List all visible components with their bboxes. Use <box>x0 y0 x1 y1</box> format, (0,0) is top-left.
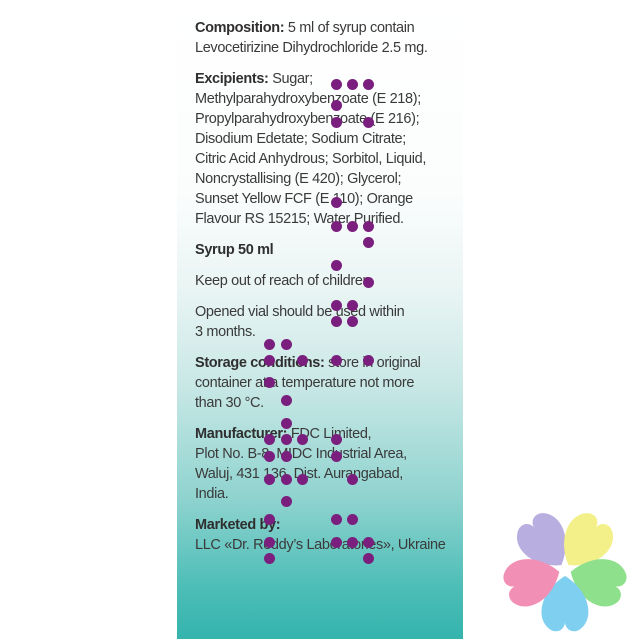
braille-dot-icon <box>263 552 275 564</box>
keep-out-text: Keep out of reach of children. <box>195 273 374 289</box>
syrup-volume: Syrup 50 ml <box>195 242 274 258</box>
braille-dot-icon <box>346 473 358 485</box>
braille-dot-icon <box>330 450 342 462</box>
braille-dot-icon <box>280 450 292 462</box>
braille-dot-icon <box>280 473 292 485</box>
manufacturer-line3: Waluj, 431 136, Dist. Aurangabad, <box>195 466 403 482</box>
braille-dot-icon <box>263 536 275 548</box>
braille-dot-icon <box>263 354 275 366</box>
manufacturer-line4: India. <box>195 486 229 502</box>
braille-dot-icon <box>362 236 374 248</box>
excipients-line: Disodium Edetate; Sodium Citrate; <box>195 131 406 147</box>
manufacturer-section: Manufacturer: FDC Limited, Plot No. B-8,… <box>195 424 457 504</box>
braille-dot-icon <box>346 513 358 525</box>
braille-dot-icon <box>296 473 308 485</box>
braille-dot-icon <box>346 536 358 548</box>
braille-dot-icon <box>296 354 308 366</box>
braille-dot-icon <box>263 338 275 350</box>
braille-dot-icon <box>263 376 275 388</box>
braille-dot-icon <box>280 495 292 507</box>
storage-text: store in original <box>328 355 421 371</box>
heart-clover-logo-icon <box>503 513 627 632</box>
braille-dot-icon <box>330 259 342 271</box>
braille-dot-icon <box>330 99 342 111</box>
braille-dot-icon <box>280 394 292 406</box>
braille-dot-icon <box>330 513 342 525</box>
braille-dot-icon <box>296 433 308 445</box>
braille-dot-icon <box>330 433 342 445</box>
logo-petal-icon <box>517 513 566 566</box>
braille-dot-icon <box>330 354 342 366</box>
syrup-section: Syrup 50 ml <box>195 240 457 260</box>
excipients-line: Flavour RS 15215; Water Purified. <box>195 211 404 227</box>
medicine-label-text: Composition: 5 ml of syrup contain Levoc… <box>195 18 457 566</box>
storage-line2: container at a temperature not more <box>195 375 415 391</box>
opened-line2: 3 months. <box>195 324 256 340</box>
braille-dot-icon <box>362 78 374 90</box>
marketed-line2: LLC «Dr. Reddy’s Laboratories», Ukraine <box>195 537 446 553</box>
medicine-label-panel <box>177 0 463 639</box>
braille-dot-icon <box>330 315 342 327</box>
excipients-section: Excipients: Sugar; Methylparahydroxybenz… <box>195 69 457 229</box>
braille-dot-icon <box>362 276 374 288</box>
braille-dot-icon <box>280 417 292 429</box>
braille-dot-icon <box>330 299 342 311</box>
excipients-line: Citric Acid Anhydrous; Sorbitol, Liquid, <box>195 151 427 167</box>
marketed-section: Marketed by: LLC «Dr. Reddy’s Laboratori… <box>195 515 457 555</box>
braille-dot-icon <box>263 513 275 525</box>
excipients-line: Sugar; <box>268 71 313 87</box>
braille-dot-icon <box>346 220 358 232</box>
manufacturer-line2: Plot No. B-8, MIDC Industrial Area, <box>195 446 407 462</box>
braille-dot-icon <box>362 536 374 548</box>
braille-dot-icon <box>263 450 275 462</box>
storage-title: Storage conditions: <box>195 355 325 371</box>
braille-dot-icon <box>362 116 374 128</box>
braille-dot-icon <box>263 433 275 445</box>
excipients-line: Sunset Yellow FCF (E 110); Orange <box>195 191 413 207</box>
logo-petal-icon <box>503 559 560 607</box>
braille-dot-icon <box>346 78 358 90</box>
braille-dot-icon <box>346 315 358 327</box>
excipients-line: Noncrystallising (E 420); Glycerol; <box>195 171 402 187</box>
keep-out-section: Keep out of reach of children. <box>195 271 457 291</box>
braille-dot-icon <box>346 299 358 311</box>
composition-line2: Levocetirizine Dihydrochloride 2.5 mg. <box>195 40 428 56</box>
composition-text: 5 ml of syrup contain <box>284 20 415 36</box>
storage-line3: than 30 °C. <box>195 395 264 411</box>
logo-petal-icon <box>564 513 613 566</box>
marketed-title: Marketed by: <box>195 517 281 533</box>
manufacturer-text: FDC Limited, <box>287 426 372 442</box>
braille-dot-icon <box>330 220 342 232</box>
opened-section: Opened vial should be used within 3 mont… <box>195 302 457 342</box>
excipients-line: Propylparahydroxybenzoate (E 216); <box>195 111 420 127</box>
braille-dot-icon <box>330 116 342 128</box>
logo-petal-icon <box>570 559 627 607</box>
braille-dot-icon <box>263 473 275 485</box>
braille-dot-icon <box>362 220 374 232</box>
excipients-line: Methylparahydroxybenzoate (E 218); <box>195 91 421 107</box>
braille-dot-icon <box>362 354 374 366</box>
braille-dot-icon <box>280 433 292 445</box>
braille-dot-icon <box>280 338 292 350</box>
braille-dot-icon <box>362 552 374 564</box>
braille-dot-icon <box>330 78 342 90</box>
braille-dot-icon <box>330 196 342 208</box>
braille-dot-icon <box>330 536 342 548</box>
composition-title: Composition: <box>195 20 285 36</box>
logo-petal-icon <box>541 576 589 632</box>
opened-line1: Opened vial should be used within <box>195 304 405 320</box>
excipients-title: Excipients: <box>195 71 269 87</box>
composition-section: Composition: 5 ml of syrup contain Levoc… <box>195 18 457 58</box>
storage-section: Storage conditions: store in original co… <box>195 353 457 413</box>
